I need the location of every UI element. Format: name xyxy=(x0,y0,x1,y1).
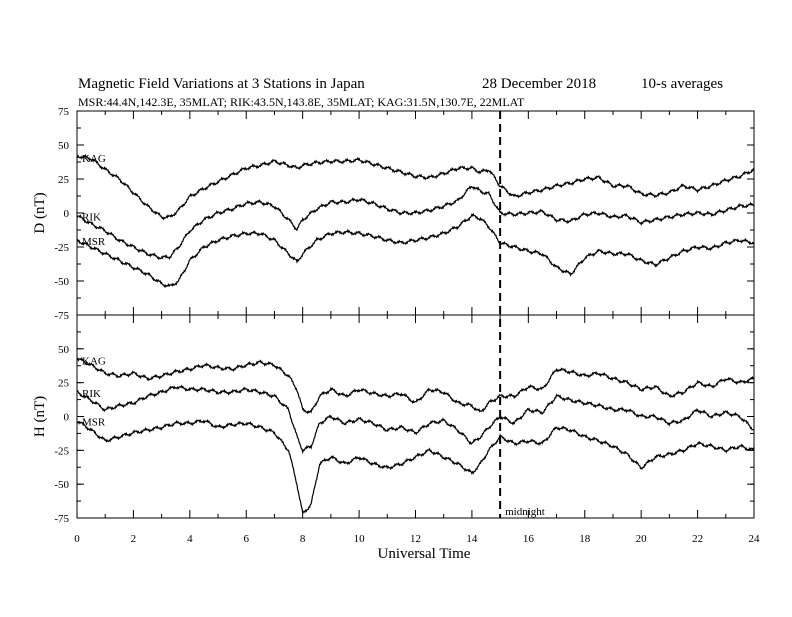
x-tick-label: 2 xyxy=(131,533,137,545)
x-tick-label: 6 xyxy=(244,533,250,545)
y-tick-label: -75 xyxy=(54,310,69,322)
x-tick-label: 14 xyxy=(466,533,478,545)
y-tick-label: -25 xyxy=(54,445,69,457)
y-tick-label: 50 xyxy=(58,344,70,356)
y-tick-label: 50 xyxy=(58,140,70,152)
y-axis-label-d: D (nT) xyxy=(32,192,48,233)
y-tick-label: -75 xyxy=(54,513,69,525)
chart-date: 28 December 2018 xyxy=(482,76,596,92)
y-tick-label: 0 xyxy=(64,208,70,220)
chart-averaging: 10-s averages xyxy=(641,76,723,92)
chart-title: Magnetic Field Variations at 3 Stations … xyxy=(78,76,365,92)
series-label-rik: RIK xyxy=(82,388,101,400)
y-tick-label: -25 xyxy=(54,242,69,254)
series-label-msr: MSR xyxy=(82,236,106,248)
x-tick-label: 22 xyxy=(692,533,703,545)
x-tick-label: 24 xyxy=(749,533,761,545)
y-tick-label: 0 xyxy=(64,412,70,424)
series-h-msr-line xyxy=(76,419,755,515)
x-tick-label: 16 xyxy=(523,533,535,545)
x-tick-label: 0 xyxy=(74,533,80,545)
series-label-kag: KAG xyxy=(82,355,106,367)
x-axis-label: Universal Time xyxy=(378,546,471,562)
series-d-kag-line xyxy=(76,154,755,221)
x-tick-label: 20 xyxy=(636,533,648,545)
x-tick-label: 12 xyxy=(410,533,421,545)
y-tick-label: 75 xyxy=(58,106,70,118)
y-tick-label: 25 xyxy=(58,174,70,186)
series-d-rik-line xyxy=(76,185,755,261)
x-tick-label: 18 xyxy=(579,533,591,545)
x-tick-label: 10 xyxy=(354,533,366,545)
midnight-label: midnight xyxy=(505,506,545,518)
series-h-rik-line xyxy=(76,384,755,455)
x-tick-label: 8 xyxy=(300,533,306,545)
y-axis-label-h: H (nT) xyxy=(32,396,48,437)
series-label-msr: MSR xyxy=(82,417,106,429)
series-label-rik: RIK xyxy=(82,212,101,224)
series-h-kag-line xyxy=(76,357,755,415)
station-coordinates: MSR:44.4N,142.3E, 35MLAT; RIK:43.5N,143.… xyxy=(78,95,525,109)
y-tick-label: -50 xyxy=(54,479,69,491)
series-d-msr-line xyxy=(76,212,755,288)
y-tick-label: -50 xyxy=(54,276,69,288)
series-label-kag: KAG xyxy=(82,153,106,165)
x-tick-label: 4 xyxy=(187,533,193,545)
y-tick-label: 25 xyxy=(58,378,70,390)
